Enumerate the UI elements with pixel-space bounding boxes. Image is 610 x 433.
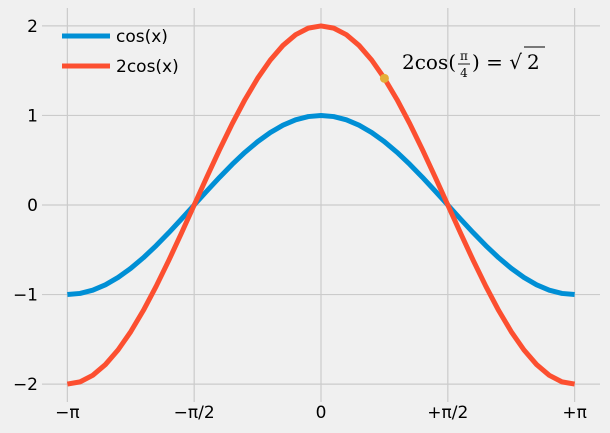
series-line-2cos [66, 23, 576, 387]
y-axis-ticks: −2 −1 0 1 2 [13, 17, 38, 395]
annotation-prefix: 2cos( [402, 50, 456, 74]
x-tick-label: 0 [316, 403, 327, 423]
x-tick-label: +π [562, 403, 586, 423]
annotation-frac-den: 4 [460, 66, 468, 80]
annotation: 2cos( π 4 ) = √ 2 [402, 46, 545, 80]
y-tick-label: −1 [13, 286, 38, 306]
legend-label-2cos: 2cos(x) [116, 57, 179, 77]
x-tick-label: +π/2 [427, 403, 468, 423]
y-tick-label: 2 [27, 17, 38, 37]
annotation-frac-num: π [460, 49, 468, 63]
x-tick-label: −π/2 [174, 403, 215, 423]
marker-layer [379, 73, 389, 83]
x-axis-ticks: −π −π/2 0 +π/2 +π [55, 403, 587, 423]
annotation-radicand: 2 [527, 50, 540, 74]
legend: cos(x) 2cos(x) [62, 27, 179, 77]
y-tick-label: 1 [27, 106, 38, 126]
series-lines [66, 23, 576, 387]
x-tick-label: −π [55, 403, 79, 423]
y-tick-label: −2 [13, 375, 38, 395]
legend-label-cos: cos(x) [116, 27, 168, 47]
y-tick-label: 0 [27, 196, 38, 216]
annotation-suffix: ) = √ [472, 50, 522, 74]
highlight-point [379, 73, 389, 83]
series-line-cos [67, 112, 575, 298]
